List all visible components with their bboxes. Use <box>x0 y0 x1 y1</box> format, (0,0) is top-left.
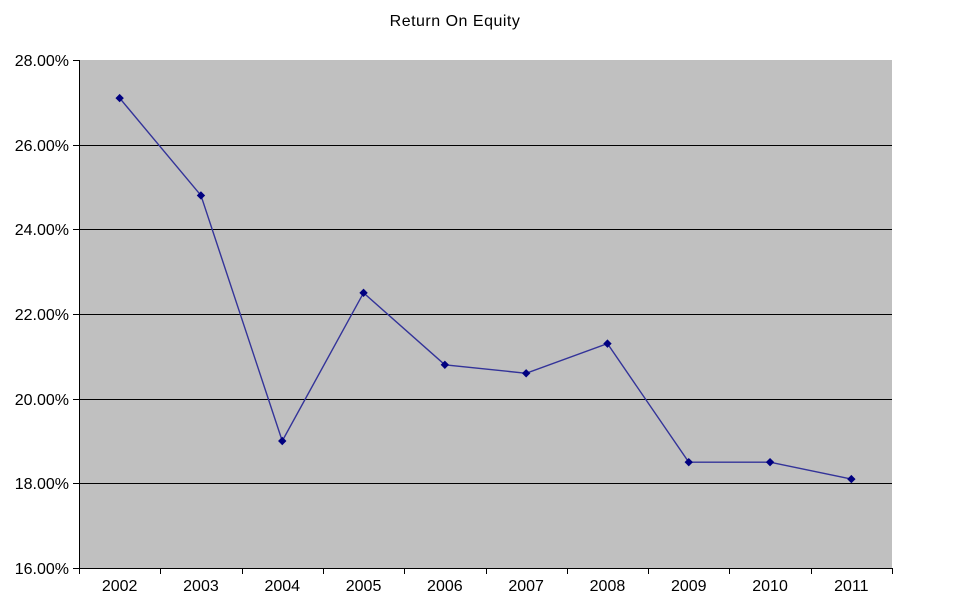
data-point-marker-2002 <box>115 93 124 103</box>
data-point-marker-2005 <box>359 288 368 298</box>
x-axis-label: 2004 <box>264 578 300 595</box>
y-axis-label: 22.00% <box>15 307 69 324</box>
data-point-marker-2009 <box>684 457 693 467</box>
x-axis-label: 2008 <box>590 578 626 595</box>
y-axis-label: 26.00% <box>15 138 69 155</box>
x-axis-label: 2011 <box>834 578 869 595</box>
x-axis-label: 2002 <box>102 578 138 595</box>
data-point-marker-2006 <box>440 360 450 369</box>
data-point-marker-2004 <box>278 436 287 446</box>
data-point-marker-2010 <box>765 457 775 467</box>
data-point-marker-2011 <box>847 474 856 484</box>
x-axis-label: 2010 <box>752 578 788 595</box>
data-point-marker-2007 <box>521 369 531 378</box>
data-point-marker-2003 <box>196 191 206 200</box>
chart-title: Return On Equity <box>389 13 521 30</box>
y-axis-label: 28.00% <box>15 53 69 70</box>
series-line <box>119 97 852 480</box>
y-axis-label: 20.00% <box>15 392 69 409</box>
data-point-marker-2008 <box>603 339 612 348</box>
x-axis-label: 2006 <box>427 578 463 595</box>
y-axis-label: 16.00% <box>15 561 69 578</box>
x-axis-label: 2009 <box>671 578 707 595</box>
x-axis-label: 2007 <box>508 578 544 595</box>
x-axis-label: 2003 <box>183 578 219 595</box>
x-axis-label: 2005 <box>346 578 382 595</box>
y-axis-label: 24.00% <box>15 222 69 239</box>
y-axis-label: 18.00% <box>15 476 69 493</box>
